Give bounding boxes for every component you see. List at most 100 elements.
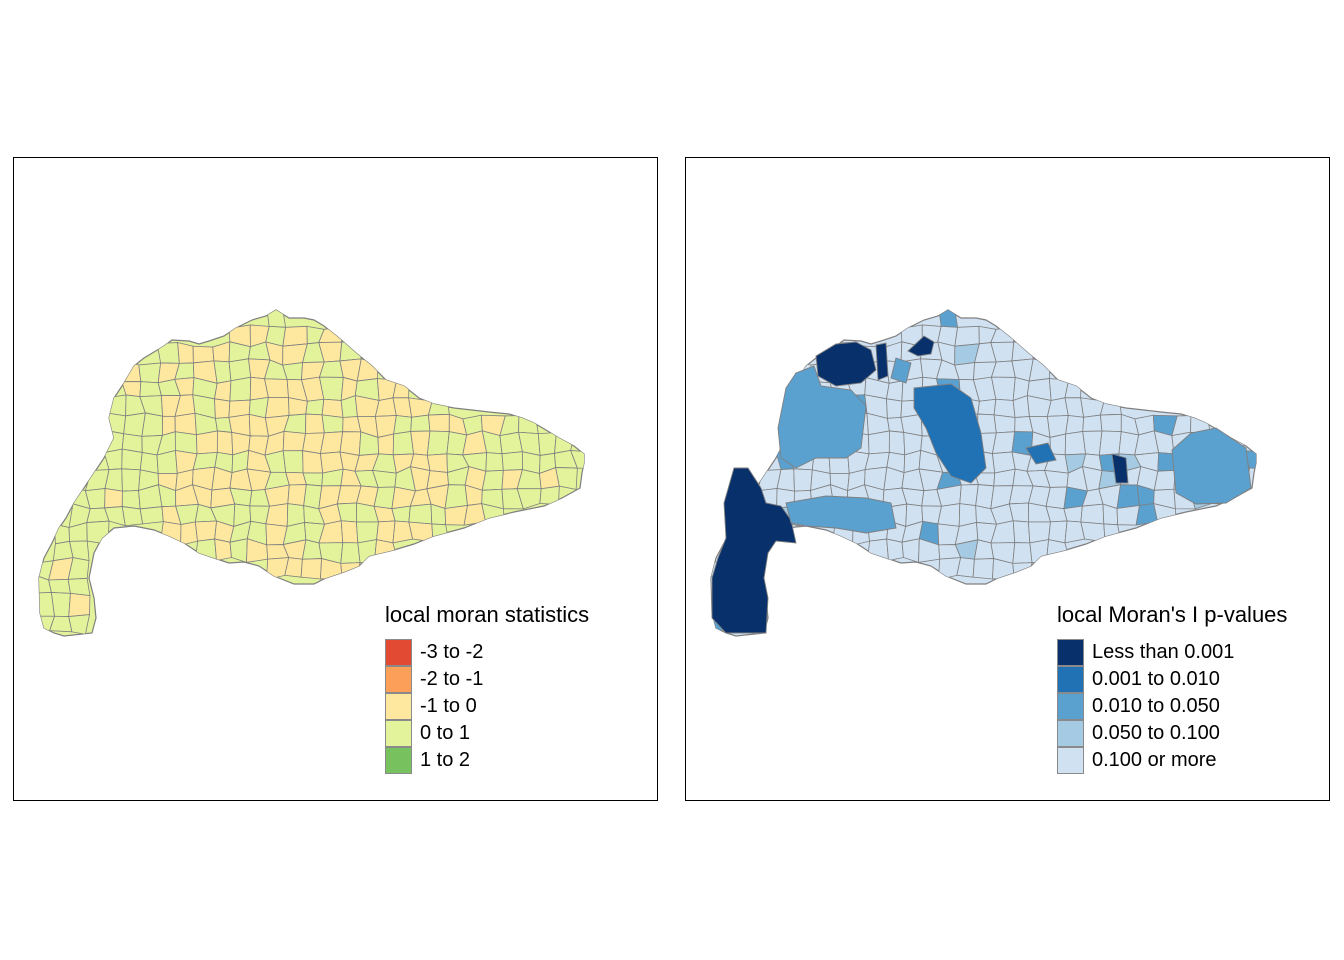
subzone-polygon <box>1065 415 1085 435</box>
subzone-polygon <box>302 450 324 474</box>
subzone-polygon <box>302 472 324 487</box>
subzone-polygon <box>555 467 578 490</box>
subzone-polygon <box>1082 414 1103 432</box>
significant-region <box>890 357 912 384</box>
significant-region <box>777 365 867 469</box>
significant-region <box>785 495 897 534</box>
subzone-polygon <box>1063 505 1083 523</box>
subzone-polygon <box>993 414 1016 434</box>
subzone-polygon <box>1153 469 1176 491</box>
subzone-polygon <box>991 431 1016 455</box>
subzone-polygon <box>214 398 231 419</box>
subzone-polygon <box>993 398 1016 418</box>
legend-item: -1 to 0 <box>385 693 589 720</box>
subzone-polygon <box>141 412 163 437</box>
subzone-polygon <box>213 360 232 384</box>
subzone-polygon <box>888 430 906 456</box>
significant-region <box>875 342 889 381</box>
subzone-polygon <box>1116 484 1140 509</box>
legend-swatch <box>385 693 412 720</box>
subzone-polygon <box>426 453 448 473</box>
subzone-polygon <box>886 380 904 402</box>
subzone-polygon <box>410 414 431 432</box>
subzone-polygon <box>977 398 997 416</box>
legend-swatch <box>1057 720 1084 747</box>
subzone-polygon <box>68 614 91 635</box>
legend-item: 0.050 to 0.100 <box>1057 720 1287 747</box>
subzone-polygon <box>1012 542 1033 564</box>
subzone-polygon <box>319 431 344 455</box>
subzone-polygon <box>357 539 378 564</box>
subzone-polygon <box>1116 504 1140 526</box>
subzone-polygon <box>481 469 504 491</box>
subzone-polygon <box>156 342 180 364</box>
subzone-polygon <box>1029 539 1050 564</box>
legend-label: -1 to 0 <box>420 695 477 717</box>
subzone-polygon <box>444 484 468 509</box>
legend-item: 0.001 to 0.010 <box>1057 666 1287 693</box>
subzone-polygon <box>427 413 450 433</box>
subzone-polygon <box>67 577 91 597</box>
subzone-polygon <box>537 432 557 456</box>
subzone-polygon <box>518 414 539 435</box>
legend-label: 0.100 or more <box>1092 749 1217 771</box>
subzone-polygon <box>216 430 234 456</box>
significant-region <box>913 383 987 484</box>
subzone-polygon <box>321 414 344 434</box>
subzone-polygon <box>539 485 560 505</box>
subzone-polygon <box>214 380 232 402</box>
legend-swatch <box>385 639 412 666</box>
legend-swatch <box>385 666 412 693</box>
legend-swatch <box>385 720 412 747</box>
map-legend: local Moran's I p-values Less than 0.001… <box>1057 602 1287 774</box>
subzone-polygon <box>1064 430 1087 456</box>
subzone-polygon <box>54 523 70 545</box>
subzone-polygon <box>393 415 413 435</box>
subzone-polygon <box>282 450 304 474</box>
choropleth-map-pvalues <box>710 309 1257 637</box>
subzone-polygon <box>938 310 959 328</box>
subzone-polygon <box>1099 413 1122 433</box>
subzone-polygon <box>174 412 197 436</box>
subzone-polygon <box>408 503 433 525</box>
subzone-polygon <box>991 376 1016 401</box>
subzone-polygon <box>485 452 504 472</box>
legend-label: -2 to -1 <box>420 668 484 690</box>
subzone-polygon <box>886 398 903 419</box>
subzone-polygon <box>159 521 182 546</box>
subzone-polygon <box>86 520 110 545</box>
legend-item: 1 to 2 <box>385 747 589 774</box>
legend-label: 0.050 to 0.100 <box>1092 722 1220 744</box>
significant-region <box>907 335 935 357</box>
subzone-polygons <box>39 310 584 636</box>
legend-swatch <box>1057 666 1084 693</box>
subzone-polygon <box>410 430 431 456</box>
subzone-polygon <box>426 430 450 456</box>
subzone-polygon <box>340 520 359 544</box>
subzone-polygon <box>156 450 178 474</box>
subzone-polygon <box>68 592 91 618</box>
subzone-polygon <box>50 592 71 617</box>
subzone-polygon <box>886 538 904 561</box>
subzone-polygon <box>501 451 523 471</box>
subzone-polygon <box>282 325 308 347</box>
subzone-polygon <box>265 503 289 527</box>
legend-label: 0.001 to 0.010 <box>1092 668 1220 690</box>
subzone-polygon <box>121 448 143 471</box>
significant-region <box>815 341 877 387</box>
subzone-polygon <box>214 538 232 561</box>
significant-region <box>711 467 797 634</box>
subzone-polygon <box>102 394 127 417</box>
subzone-polygon <box>174 431 198 455</box>
significant-region <box>1025 442 1057 465</box>
subzone-polygon <box>121 361 142 383</box>
subzone-polygon <box>1011 341 1034 362</box>
subzone-polygon <box>48 578 71 594</box>
subzone-polygon <box>194 538 217 564</box>
subzone-polygon <box>1012 562 1033 579</box>
subzone-polygon <box>1045 486 1068 510</box>
legend-label: 0.010 to 0.050 <box>1092 695 1220 717</box>
subzone-polygon <box>373 486 396 510</box>
subzone-polygon <box>954 325 980 347</box>
legend-items: -3 to -2 -2 to -1 -1 to 0 0 to 1 1 to 2 <box>385 639 589 774</box>
